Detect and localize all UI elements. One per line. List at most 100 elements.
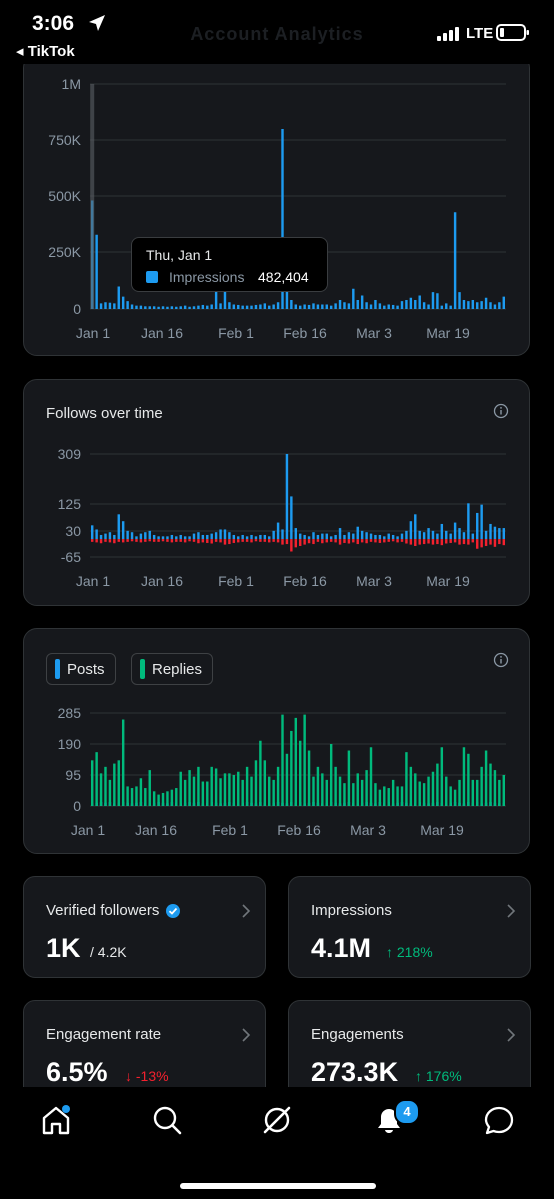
replies-bar <box>179 771 182 806</box>
info-icon[interactable] <box>493 403 509 419</box>
engagements-label: Engagements <box>311 1026 404 1043</box>
impressions-card[interactable]: Impressions 4.1M ↑ 218% <box>288 876 531 978</box>
follows-bar <box>223 529 227 540</box>
follows-bar <box>307 536 311 540</box>
home-icon[interactable] <box>39 1103 73 1137</box>
impressions-bar <box>436 293 439 309</box>
messages-icon[interactable] <box>482 1103 516 1137</box>
follows-bar <box>104 533 107 540</box>
legend-replies-toggle[interactable]: Replies <box>131 653 214 685</box>
chevron-right-icon <box>507 1028 516 1042</box>
replies-bar <box>378 789 382 806</box>
unfollows-bar <box>467 539 470 545</box>
follows-bar <box>139 533 143 540</box>
replies-bar <box>259 740 262 806</box>
verified-followers-card[interactable]: Verified followers 1K / 4.2K <box>23 876 266 978</box>
posts-replies-chart: 285 190 95 0 Jan 1 Jan 16 Feb 1 Feb 16 Mar 3 Mar … <box>58 705 506 838</box>
replies-swatch <box>140 659 145 679</box>
y-tick-label: 30 <box>65 523 81 539</box>
follows-bar <box>299 533 302 540</box>
replies-bar <box>307 750 311 806</box>
unfollows-bar <box>91 539 94 542</box>
impressions-label: Impressions <box>311 902 392 919</box>
replies-bar <box>148 770 151 806</box>
impressions-bar <box>170 306 174 309</box>
search-icon[interactable] <box>150 1103 184 1137</box>
unfollows-bar <box>498 539 501 545</box>
follows-bar <box>462 532 466 540</box>
unfollows-bar <box>152 539 156 542</box>
notification-badge: 4 <box>394 1099 420 1125</box>
x-tick-label: Jan 1 <box>76 573 110 589</box>
y-tick-label: 0 <box>73 301 81 317</box>
follows-bar <box>498 528 501 540</box>
follows-chart-title: Follows over time <box>46 405 163 422</box>
impressions-value: 4.1M <box>311 933 372 963</box>
posts-replies-chart-card: 285 190 95 0 Jan 1 Jan 16 Feb 1 Feb 16 Mar 3 Mar … <box>23 628 530 854</box>
impressions-bar <box>387 304 390 309</box>
back-app-label: TikTok <box>27 43 75 60</box>
replies-bar <box>144 788 147 806</box>
follows-bar <box>206 534 209 540</box>
follows-bar <box>175 536 178 540</box>
replies-bar <box>214 768 218 806</box>
replies-bar <box>440 747 444 806</box>
replies-bar <box>166 791 169 806</box>
follows-bar <box>113 534 116 540</box>
impressions-bar <box>467 301 470 310</box>
replies-bar <box>130 788 134 806</box>
replies-bar <box>422 783 426 806</box>
engagements-value: 273.3K <box>311 1057 399 1087</box>
unfollows-bar <box>135 539 138 542</box>
impressions-bar <box>356 300 359 309</box>
back-to-app-link[interactable]: ◂ TikTok <box>16 43 75 60</box>
replies-bar <box>206 781 209 806</box>
signal-icon <box>437 27 459 41</box>
unfollows-bar <box>436 539 439 545</box>
impressions-bar <box>458 292 461 310</box>
impressions-bar <box>250 305 253 310</box>
impressions-bar <box>228 302 231 309</box>
replies-bar <box>365 770 368 806</box>
impressions-bar <box>223 286 227 309</box>
impressions-bar <box>214 284 218 309</box>
unfollows-bar <box>166 539 169 542</box>
unfollows-bar <box>343 539 346 543</box>
follows-chart-card: 309 125 30 -65 Jan 1 Jan 16 Feb 1 Feb 16 Mar 3 Ma… <box>23 379 530 606</box>
engagements-card[interactable]: Engagements 273.3K ↑ 176% <box>288 1000 531 1102</box>
legend-posts-toggle[interactable]: Posts <box>46 653 116 685</box>
unfollows-bar <box>307 539 311 544</box>
impressions-bar <box>285 275 289 309</box>
replies-bar <box>95 752 98 806</box>
unfollows-bar <box>272 539 275 542</box>
follows-bar <box>263 534 267 540</box>
unfollows-bar <box>113 539 116 544</box>
replies-bar <box>493 770 497 806</box>
engagement-rate-card[interactable]: Engagement rate 6.5% ↓ -13% <box>23 1000 266 1102</box>
unfollows-bar <box>427 539 430 544</box>
impressions-bar <box>352 288 355 309</box>
replies-bar <box>312 776 315 806</box>
grok-icon[interactable] <box>260 1103 294 1137</box>
follows-bar <box>369 533 373 540</box>
engagement-rate-label: Engagement rate <box>46 1026 162 1043</box>
replies-bar <box>316 766 320 806</box>
impressions-change: ↑ 218% <box>386 944 433 960</box>
follows-bar <box>285 454 289 540</box>
follows-bar <box>272 530 275 540</box>
unfollows-bar <box>334 539 337 543</box>
impressions-bar <box>347 303 351 310</box>
replies-bar <box>250 776 253 806</box>
impressions-bar <box>139 305 143 310</box>
info-icon[interactable] <box>493 652 509 668</box>
replies-bar <box>241 779 244 806</box>
y-tick-label: 309 <box>58 446 82 462</box>
x-tick-label: Jan 1 <box>76 325 110 341</box>
replies-bar <box>343 783 346 806</box>
impressions-bar <box>130 304 134 309</box>
follows-bar <box>409 521 413 540</box>
follows-bar <box>405 530 408 540</box>
impressions-bar <box>453 212 457 309</box>
unfollows-bar <box>241 539 244 542</box>
impressions-bar <box>445 303 448 310</box>
